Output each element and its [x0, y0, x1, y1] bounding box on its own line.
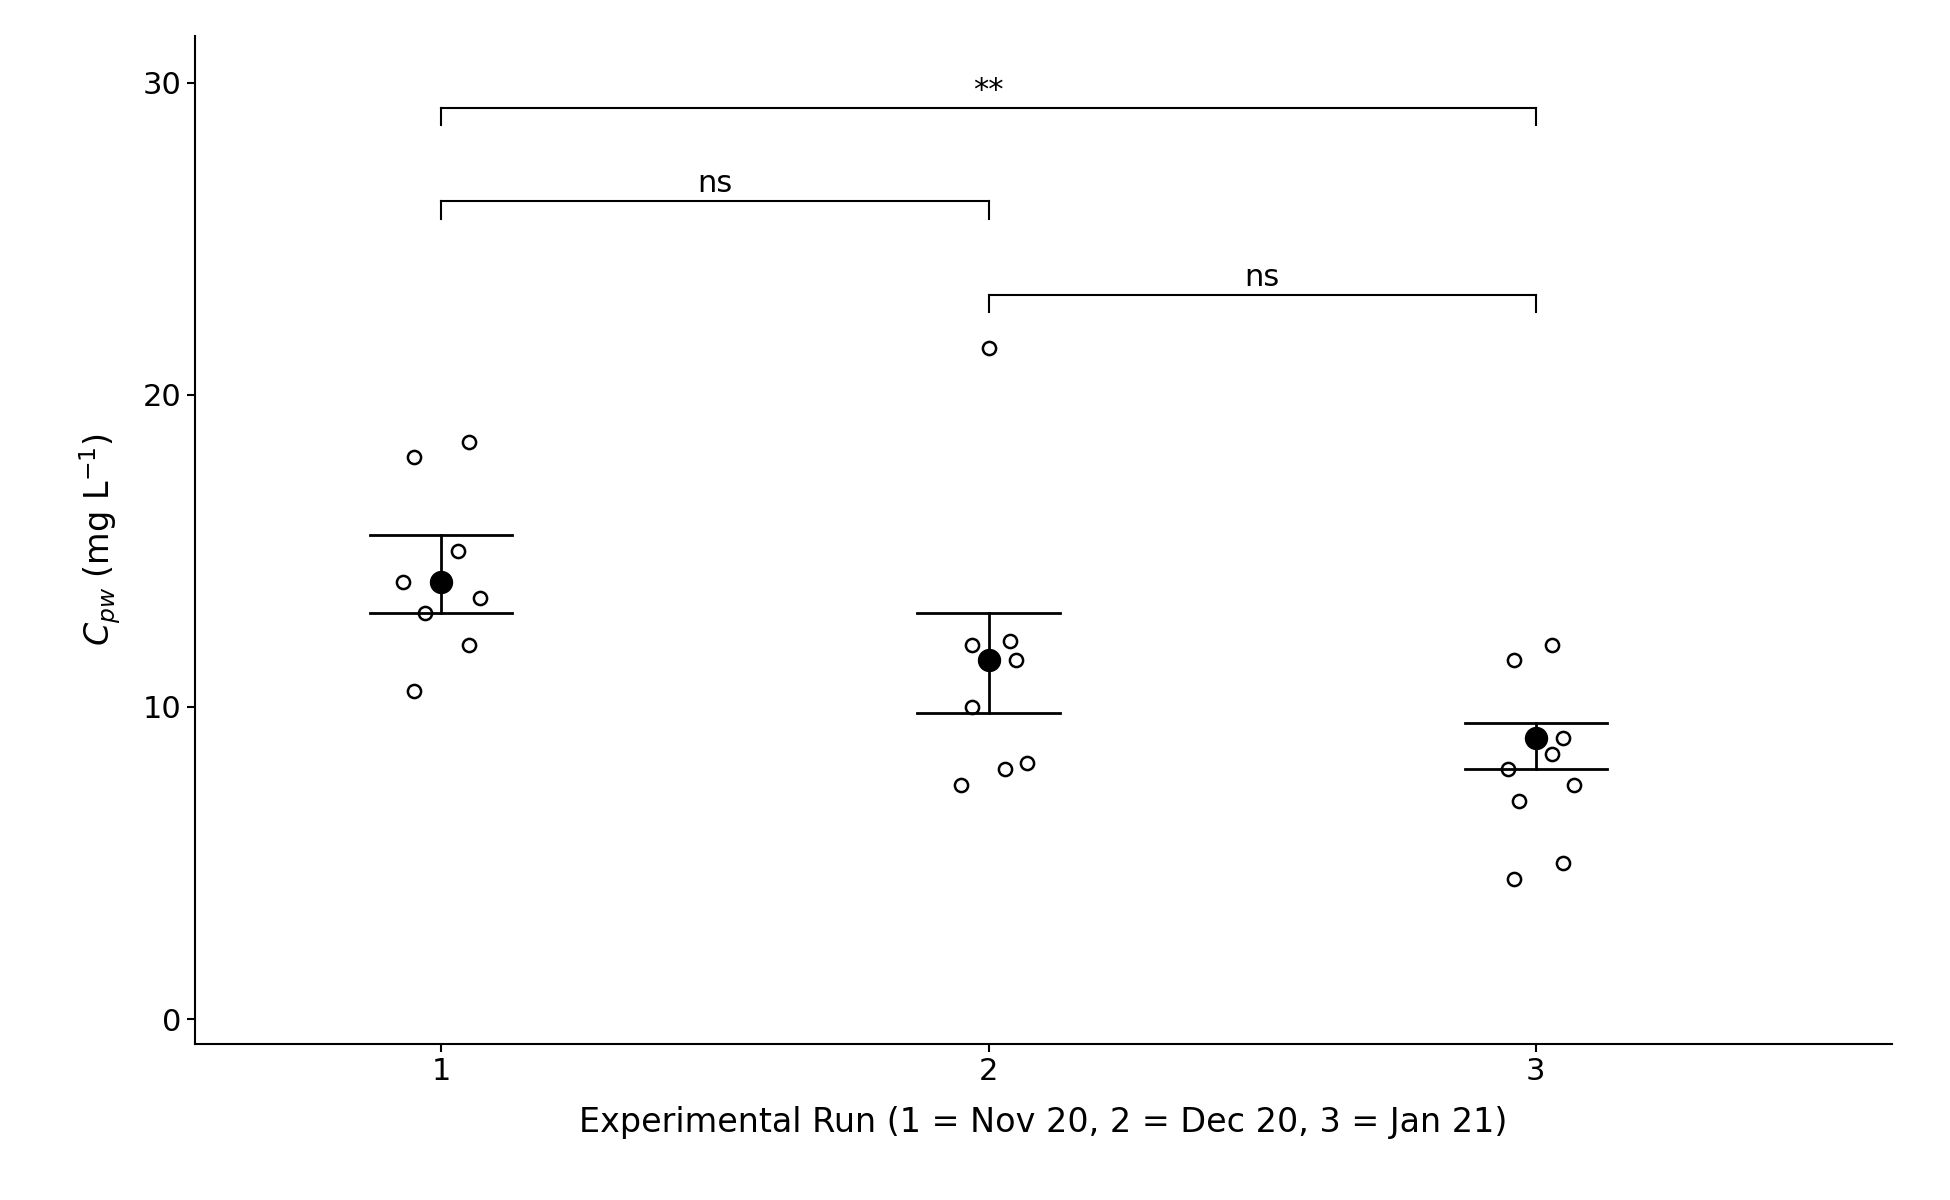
- Point: [464, 588, 495, 607]
- Point: [957, 635, 989, 654]
- Point: [1537, 635, 1568, 654]
- Point: [1012, 754, 1043, 773]
- Point: [1521, 728, 1552, 748]
- Point: [994, 632, 1026, 652]
- Point: [1503, 791, 1535, 810]
- Point: [1548, 853, 1580, 872]
- Point: [957, 697, 989, 716]
- Point: [452, 635, 484, 654]
- Point: [989, 760, 1020, 779]
- Point: [1558, 775, 1589, 794]
- Point: [1537, 744, 1568, 763]
- Point: [1498, 650, 1529, 670]
- Point: [1000, 650, 1032, 670]
- Point: [1494, 760, 1525, 779]
- Point: [452, 432, 484, 451]
- X-axis label: Experimental Run (1 = Nov 20, 2 = Dec 20, 3 = Jan 21): Experimental Run (1 = Nov 20, 2 = Dec 20…: [579, 1105, 1507, 1139]
- Point: [398, 448, 429, 467]
- Point: [946, 775, 977, 794]
- Point: [425, 572, 456, 592]
- Text: ns: ns: [698, 169, 733, 198]
- Y-axis label: $C_{pw}$ (mg L$^{-1}$): $C_{pw}$ (mg L$^{-1}$): [78, 433, 123, 647]
- Point: [973, 338, 1004, 358]
- Point: [388, 572, 419, 592]
- Point: [1498, 869, 1529, 888]
- Text: ns: ns: [1244, 263, 1279, 292]
- Point: [973, 650, 1004, 670]
- Point: [1548, 728, 1580, 748]
- Point: [443, 541, 474, 560]
- Text: **: **: [973, 76, 1004, 104]
- Point: [398, 682, 429, 701]
- Point: [410, 604, 441, 623]
